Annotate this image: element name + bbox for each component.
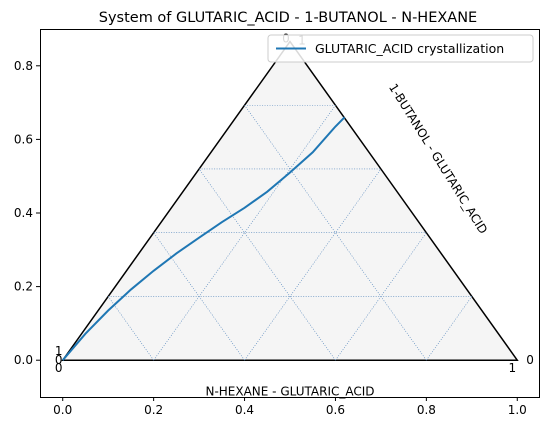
triangle-layer (61, 40, 519, 361)
y-tick-label: 0.6 (14, 132, 33, 146)
y-tick-label: 0.2 (14, 280, 33, 294)
vertex-label: 0 (55, 353, 63, 367)
y-tick-label: 0.0 (14, 353, 33, 367)
vertex-label: 0 (526, 353, 534, 367)
grid-line (153, 232, 245, 361)
triangle-grid (107, 104, 473, 361)
side-label-bottom: N-HEXANE - GLUTARIC_ACID (205, 384, 374, 398)
x-axis-ticks: 0.0 0.2 0.4 0.6 0.8 1.0 (53, 397, 527, 417)
legend-box (267, 34, 534, 63)
x-tick-label: 0.6 (326, 403, 345, 417)
x-tick-label: 0.4 (235, 403, 254, 417)
y-tick-label: 0.8 (14, 59, 33, 73)
grid-line (107, 296, 154, 361)
y-axis-ticks: 0.0 0.2 0.4 0.6 0.8 (14, 59, 40, 367)
grid-line (244, 105, 427, 361)
vertex-label: 1 (55, 344, 63, 358)
series-layer (61, 116, 346, 361)
x-tick-label: 0.0 (53, 403, 72, 417)
vertex-label: 1 (508, 361, 516, 375)
vertex-label: 0 (55, 361, 63, 375)
grid-line (244, 168, 382, 361)
triangle-outline (61, 40, 519, 361)
legend-label: GLUTARIC_ACID crystallization (315, 41, 504, 56)
grid-line (426, 296, 473, 361)
y-tick-label: 0.4 (14, 206, 33, 220)
series-line (61, 116, 346, 361)
x-tick-label: 0.8 (417, 403, 436, 417)
chart-title: System of GLUTARIC_ACID - 1-BUTANOL - N-… (99, 10, 477, 26)
x-tick-label: 1.0 (508, 403, 527, 417)
grid-line (198, 168, 336, 361)
x-tick-label: 0.2 (144, 403, 163, 417)
legend: GLUTARIC_ACID crystallization (267, 34, 534, 63)
axes-frame (40, 29, 540, 398)
grid-line (153, 105, 336, 361)
